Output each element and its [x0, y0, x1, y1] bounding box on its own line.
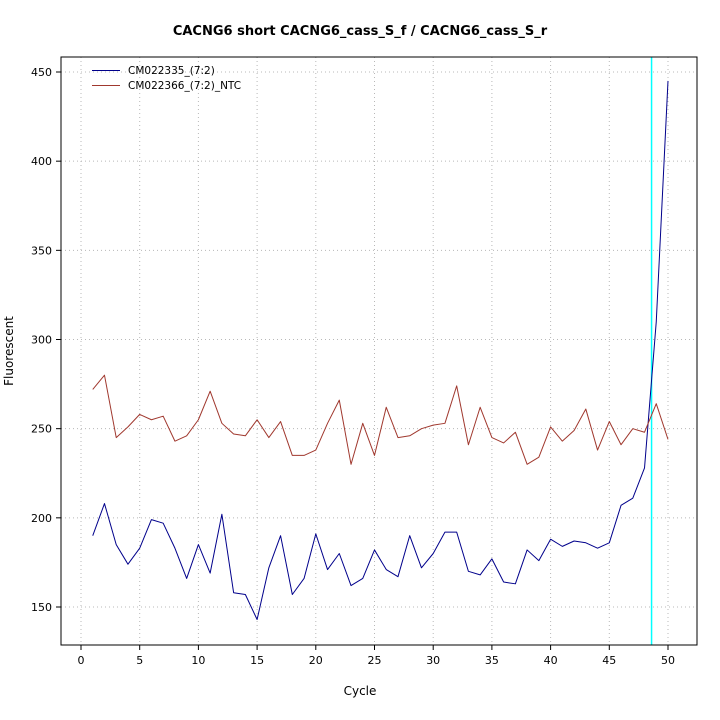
chart-title: CACNG6 short CACNG6_cass_S_f / CACNG6_ca… [172, 24, 548, 39]
x-tick-label: 15 [250, 654, 264, 667]
legend-item: CM022335_(7:2) [92, 63, 241, 78]
legend-label-series1: CM022335_(7:2) [128, 64, 215, 77]
y-tick-label: 150 [31, 601, 52, 614]
series-line-2 [92, 374, 669, 465]
y-tick-label: 200 [31, 512, 52, 525]
y-tick-label: 250 [31, 423, 52, 436]
x-tick-label: 30 [426, 654, 440, 667]
legend-line-swatch-series1 [92, 70, 120, 71]
x-tick-label: 40 [544, 654, 558, 667]
series-line-1 [92, 80, 669, 620]
x-tick-label: 10 [191, 654, 205, 667]
x-axis-label: Cycle [343, 684, 377, 698]
legend: CM022335_(7:2) CM022366_(7:2)_NTC [92, 63, 241, 93]
x-tick-label: 0 [78, 654, 85, 667]
x-tick-label: 50 [661, 654, 675, 667]
x-tick-label: 35 [485, 654, 499, 667]
legend-label-series2: CM022366_(7:2)_NTC [128, 79, 242, 92]
y-tick-label: 450 [31, 66, 52, 79]
x-tick-label: 5 [136, 654, 143, 667]
x-tick-label: 20 [309, 654, 323, 667]
x-tick-label: 45 [602, 654, 616, 667]
legend-item: CM022366_(7:2)_NTC [92, 78, 241, 93]
y-tick-label: 400 [31, 155, 52, 168]
y-axis-label: Fluorescent [2, 316, 16, 386]
legend-line-swatch-series2 [92, 85, 120, 86]
y-tick-label: 350 [31, 244, 52, 257]
plot-border [60, 56, 698, 646]
x-tick-label: 25 [368, 654, 382, 667]
y-tick-label: 300 [31, 334, 52, 347]
